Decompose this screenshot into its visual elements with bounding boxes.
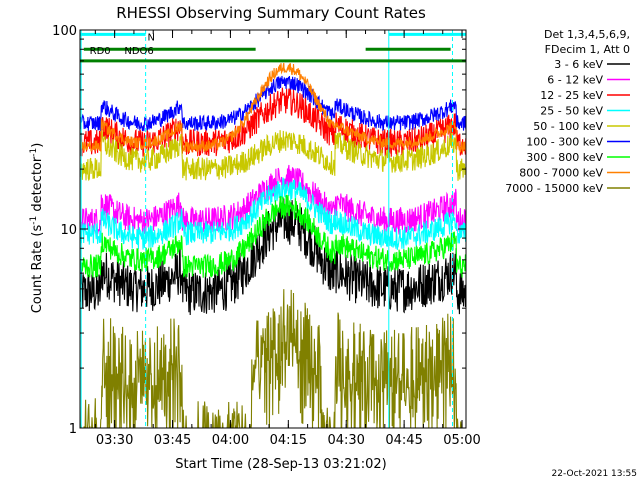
legend-header: Det 1,3,4,5,6,9, xyxy=(544,28,630,41)
x-tick-label: 04:45 xyxy=(385,433,422,448)
y-axis-label-part: Count Rate (s xyxy=(30,225,45,314)
series-line-7 xyxy=(80,194,466,278)
series-line-9 xyxy=(80,289,462,428)
series-line-2 xyxy=(80,164,466,235)
axes: 1 10 100 03:30 03:45 04:00 04:15 04:30 04:45 05:0… xyxy=(52,24,481,448)
series-line-6 xyxy=(80,75,466,132)
y-tick-label: 100 xyxy=(52,24,77,39)
y-axis-label-sup: -1 xyxy=(29,216,39,225)
x-tick-label: 04:15 xyxy=(270,433,307,448)
legend-entry-label: 800 - 7000 keV xyxy=(519,167,603,180)
legend-entry-label: 300 - 800 keV xyxy=(526,151,603,164)
legend: Det 1,3,4,5,6,9, FDecim 1, Att 0 3 - 6 keV… xyxy=(505,28,630,195)
legend-header: FDecim 1, Att 0 xyxy=(545,43,630,56)
series-line-4 xyxy=(80,177,466,250)
x-tick-label: 05:00 xyxy=(443,433,480,448)
chart-title: RHESSI Observing Summary Count Rates xyxy=(116,4,426,22)
series-line-8 xyxy=(80,62,466,155)
legend-entry-label: 100 - 300 keV xyxy=(526,136,603,149)
legend-entry-label: 12 - 25 keV xyxy=(540,89,603,102)
x-tick-label: 03:45 xyxy=(154,433,191,448)
x-axis-label: Start Time (28-Sep-13 03:21:02) xyxy=(175,457,386,472)
x-tick-label: 03:30 xyxy=(96,433,133,448)
x-tick-label: 04:30 xyxy=(327,433,364,448)
y-axis-label-part: detector xyxy=(30,156,45,216)
legend-entry-label: 7000 - 15000 keV xyxy=(505,182,603,195)
date-stamp: 22-Oct-2021 13:55 xyxy=(552,469,637,479)
x-tick-label: 04:00 xyxy=(212,433,249,448)
legend-entry-label: 50 - 100 keV xyxy=(533,120,603,133)
y-tick-label: 1 xyxy=(69,422,77,437)
legend-entry-label: 3 - 6 keV xyxy=(554,58,603,71)
y-tick-label: 10 xyxy=(60,223,77,238)
y-axis-label: Count Rate (s-1 detector-1) xyxy=(29,143,45,314)
legend-entry-label: 25 - 50 keV xyxy=(540,105,603,118)
plot-inner xyxy=(80,30,466,428)
y-axis-label-part: ) xyxy=(30,143,45,148)
other-label: NDO6 xyxy=(124,46,153,57)
attenuator-label: RD0 xyxy=(90,46,111,57)
y-axis-label-sup: -1 xyxy=(29,148,39,157)
saa-label: N xyxy=(148,32,155,43)
plot-area: RD0 N NDO6 xyxy=(80,30,466,428)
series-line-5 xyxy=(80,128,466,182)
series-line-1 xyxy=(80,198,466,316)
legend-entry-label: 6 - 12 keV xyxy=(547,74,603,87)
